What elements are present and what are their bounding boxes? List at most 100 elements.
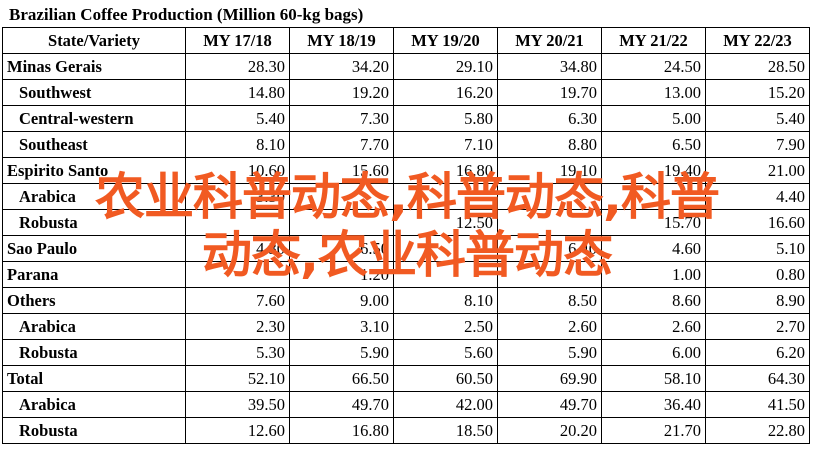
table-row: Minas Gerais 28.30 34.20 29.10 34.80 24.50 28.… xyxy=(2,53,810,80)
row-value: 2.70 xyxy=(705,313,810,340)
row-value: 18.50 xyxy=(393,417,498,444)
row-value: 16.60 xyxy=(705,209,810,236)
row-value: 5.10 xyxy=(705,235,810,262)
row-value: 2.50 xyxy=(393,313,498,340)
row-value: 4.60 xyxy=(601,235,706,262)
table-row: Total 52.10 66.50 60.50 69.90 58.10 64.30 xyxy=(2,365,810,392)
row-value: 22.80 xyxy=(705,417,810,444)
overlay-line-2: 动态,农业科普动态 xyxy=(202,226,613,284)
row-value: 36.40 xyxy=(601,391,706,418)
row-label: Others xyxy=(2,287,186,314)
row-value: 60.50 xyxy=(393,365,498,392)
table-row: Robusta 12.60 16.80 18.50 20.20 21.70 22.80 xyxy=(2,417,810,444)
row-value: 24.50 xyxy=(601,53,706,80)
row-value: 8.10 xyxy=(185,131,290,158)
row-value: 16.20 xyxy=(393,79,498,106)
row-value: 13.00 xyxy=(601,79,706,106)
table-row: Arabica 3.30 4.40 xyxy=(2,183,810,210)
table-row: Southwest 14.80 19.20 16.20 19.70 13.00 15.20 xyxy=(2,79,810,106)
table-title: Brazilian Coffee Production (Million 60-… xyxy=(9,5,364,24)
row-label: Espirito Santo xyxy=(2,157,186,184)
row-value: 2.30 xyxy=(185,313,290,340)
row-value: 8.10 xyxy=(393,287,498,314)
table-row: Robusta 5.30 5.90 5.60 5.90 6.00 6.20 xyxy=(2,339,810,366)
row-value: 5.30 xyxy=(185,339,290,366)
row-value xyxy=(185,261,290,288)
table-row: Central-western 5.40 7.30 5.80 6.30 5.00 5.40 xyxy=(2,105,810,132)
header-year: MY 18/19 xyxy=(289,27,394,54)
header-state-variety: State/Variety xyxy=(2,27,186,54)
row-value: 8.80 xyxy=(497,131,602,158)
row-value: 58.10 xyxy=(601,365,706,392)
table-row: Arabica 2.30 3.10 2.50 2.60 2.60 2.70 xyxy=(2,313,810,340)
table-row: Others 7.60 9.00 8.10 8.50 8.60 8.90 xyxy=(2,287,810,314)
coffee-production-table: State/Variety MY 17/18 MY 18/19 MY 19/20 MY … xyxy=(2,27,810,444)
row-label: Sao Paulo xyxy=(2,235,186,262)
row-value: 7.90 xyxy=(705,131,810,158)
row-label: Minas Gerais xyxy=(2,53,186,80)
row-value: 7.60 xyxy=(185,287,290,314)
row-value: 8.60 xyxy=(601,287,706,314)
table-row: Sao Paulo 4.30 6.50 6.40 4.60 5.10 xyxy=(2,235,810,262)
row-value: 6.50 xyxy=(601,131,706,158)
row-value: 6.40 xyxy=(497,235,602,262)
row-value xyxy=(497,209,602,236)
row-value: 5.40 xyxy=(705,105,810,132)
row-value: 19.20 xyxy=(289,79,394,106)
row-label: Southeast xyxy=(2,131,186,158)
row-value: 2.60 xyxy=(497,313,602,340)
row-label: Robusta xyxy=(2,339,186,366)
table-row: Southeast 8.10 7.70 7.10 8.80 6.50 7.90 xyxy=(2,131,810,158)
row-value: 34.20 xyxy=(289,53,394,80)
row-value: 42.00 xyxy=(393,391,498,418)
row-value: 49.70 xyxy=(289,391,394,418)
row-value: 6.00 xyxy=(601,339,706,366)
row-value xyxy=(289,183,394,210)
row-value: 21.70 xyxy=(601,417,706,444)
row-value: 19.10 xyxy=(497,157,602,184)
row-value: 12.60 xyxy=(185,417,290,444)
row-label: Central-western xyxy=(2,105,186,132)
row-value: 5.80 xyxy=(393,105,498,132)
row-value: 66.50 xyxy=(289,365,394,392)
row-label: Robusta xyxy=(2,209,186,236)
row-value: 6.20 xyxy=(705,339,810,366)
row-value: 7.10 xyxy=(393,131,498,158)
row-value: 34.80 xyxy=(497,53,602,80)
row-label: Total xyxy=(2,365,186,392)
header-year: MY 21/22 xyxy=(601,27,706,54)
row-value: 5.40 xyxy=(185,105,290,132)
row-value: 16.80 xyxy=(289,417,394,444)
row-label: Robusta xyxy=(2,417,186,444)
row-value xyxy=(185,209,290,236)
row-value: 5.90 xyxy=(497,339,602,366)
row-value: 9.00 xyxy=(289,287,394,314)
header-year: MY 17/18 xyxy=(185,27,290,54)
row-value: 8.90 xyxy=(705,287,810,314)
table-row: Arabica 39.50 49.70 42.00 49.70 36.40 41.50 xyxy=(2,391,810,418)
overlay-line-1: 农业科普动态,科普动态,科普 xyxy=(95,168,720,226)
row-value: 69.90 xyxy=(497,365,602,392)
row-value: 8.50 xyxy=(497,287,602,314)
row-value: 20.20 xyxy=(497,417,602,444)
row-value: 5.60 xyxy=(393,339,498,366)
row-value: 5.00 xyxy=(601,105,706,132)
header-year: MY 22/23 xyxy=(705,27,810,54)
row-value: 28.30 xyxy=(185,53,290,80)
row-label: Southwest xyxy=(2,79,186,106)
row-value: 19.70 xyxy=(497,79,602,106)
row-value: 15.60 xyxy=(289,157,394,184)
header-year: MY 19/20 xyxy=(393,27,498,54)
row-value: 5.90 xyxy=(289,339,394,366)
row-value: 29.10 xyxy=(393,53,498,80)
row-value: 3.30 xyxy=(185,183,290,210)
row-label: Arabica xyxy=(2,313,186,340)
header-row: State/Variety MY 17/18 MY 18/19 MY 19/20 MY … xyxy=(2,27,810,54)
row-value: 2.60 xyxy=(601,313,706,340)
row-value: 3.10 xyxy=(289,313,394,340)
table-row: Robusta 12.50 15.70 16.60 xyxy=(2,209,810,236)
row-label: Arabica xyxy=(2,391,186,418)
row-value: 15.20 xyxy=(705,79,810,106)
table-row: Espirito Santo 10.60 15.60 16.80 19.10 19.40 2… xyxy=(2,157,810,184)
